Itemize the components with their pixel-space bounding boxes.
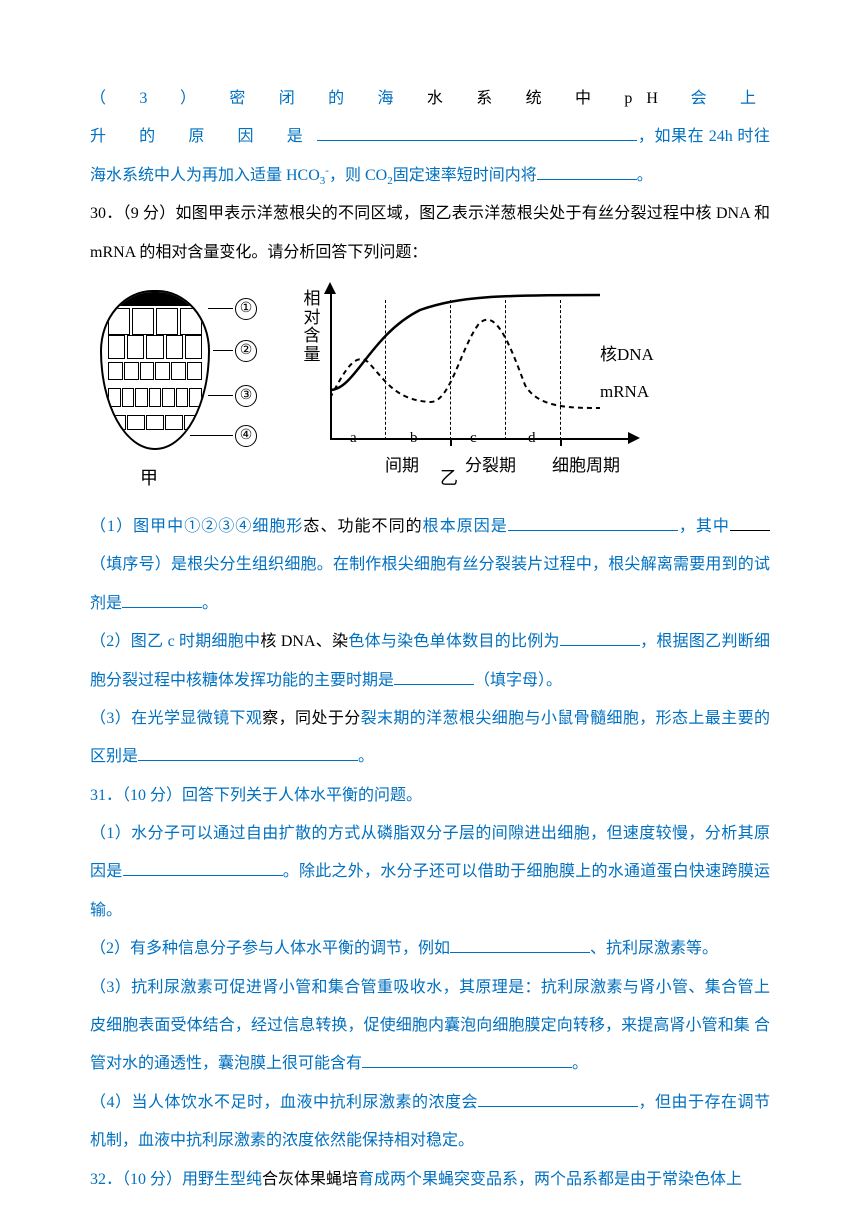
legend-mrna: mRNA: [600, 372, 649, 413]
xlab-div: 分裂期: [465, 446, 516, 487]
period-3: 。: [358, 748, 374, 765]
blank-slow-reason: [123, 860, 283, 876]
fig-a-label: 甲: [140, 457, 158, 500]
sub3: 3: [320, 175, 326, 187]
q29-part3: （ 3 ） 密 闭 的 海 水 系 统 中 pH 会 上 升 的 原 因 是，如…: [90, 80, 770, 195]
q30-p1-a: （1）图甲中①②③④细胞形: [90, 518, 303, 535]
blank-number: [730, 515, 770, 531]
q30-p2-b: 核 DNA、染: [260, 633, 348, 650]
lead-4: [190, 435, 233, 437]
q30-p1-d: ，其中: [678, 518, 730, 535]
q30-p3: （3）在光学显微镜下观察，同处于分裂末期的洋葱根尖细胞与小鼠骨髓细胞，形态上最主…: [90, 700, 770, 777]
q31-p2: （2）有多种信息分子参与人体水平衡的调节，例如 、抗利尿激素等。: [90, 930, 770, 968]
q30-p3-a: （3）在光学显微镜下观: [90, 710, 262, 727]
q31-p1: （1）水分子可以通过自由扩散的方式从磷脂双分子层的间隙进出细胞，但速度较慢，分析…: [90, 815, 770, 930]
blank-reagent: [122, 592, 202, 608]
seg-a: a: [350, 420, 357, 456]
q30-p2: （2）图乙 c 时期细胞中核 DNA、染色体与染色单体数目的比例为，根据图乙判断…: [90, 623, 770, 700]
q32-head: 32．（10 分）用野生型纯合灰体果蝇培育成两个果蝇突变品系，两个品系都是由于常…: [90, 1161, 770, 1199]
q31-p4-a: （4）当人体: [90, 1094, 181, 1111]
q32-c: 育成两个果蝇突变品系，两个品系都是由于常染色体上: [358, 1171, 742, 1188]
figure-jia: ① ② ③ ④ 甲: [90, 280, 270, 500]
dash-d: [560, 300, 561, 440]
lead-1: [208, 308, 233, 310]
figure-row: ① ② ③ ④ 甲 相对含量 a b c d 间期 分裂期 细胞周期 核DNA …: [90, 280, 770, 500]
q31-p3-a: （3）抗利尿激: [90, 979, 197, 996]
mark-3: ③: [235, 385, 257, 407]
period-4: 。: [572, 1055, 588, 1072]
q31-p1-a: （1）水分子可以通过自由扩散的方: [90, 825, 344, 842]
blank-vesicle: [362, 1052, 572, 1068]
blank-ph-reason: [317, 125, 637, 141]
blank-period: [394, 669, 474, 685]
blank-conc: [478, 1091, 638, 1107]
dash-c: [505, 300, 506, 440]
period-2: 。: [202, 595, 218, 612]
q31-head: 31．（10 分）回答下列关于人体水平衡的问题。: [90, 777, 770, 815]
q30-p2-a: （2）图乙 c 时期细胞中: [90, 633, 260, 650]
period-1: 。: [637, 167, 653, 184]
q30-p2-c: 色体与染色单体数目的比例为: [348, 633, 560, 650]
root-tip-outline: [100, 290, 210, 450]
q30-p1-c: 根本原因是: [423, 518, 508, 535]
q29-3-end: 固定速率短时间内将: [393, 167, 537, 184]
x-arrow-icon: [628, 432, 640, 444]
seg-d: d: [528, 420, 536, 456]
dash-b: [450, 300, 451, 440]
xlab-cycle: 细胞周期: [552, 446, 620, 487]
q30-p1-b: 态、功能不同的: [303, 518, 422, 535]
q32-a: 32．（10 分）用野生型纯: [90, 1171, 262, 1188]
q29-3-prefix: （ 3 ） 密 闭 的 海: [90, 90, 427, 107]
tick-1: [450, 438, 452, 446]
dash-a: [385, 300, 386, 440]
mark-4: ④: [235, 425, 257, 447]
q29-3-mid1: 水 系 统 中 pH: [427, 90, 691, 107]
q32-b: 合灰体果蝇培: [262, 1171, 358, 1188]
q30-p3-b: 察，同处于分: [262, 710, 360, 727]
root-cells: [108, 308, 202, 442]
q31-p2-a: （2）有多种信息分子参与人体水平衡的调节，例如: [90, 940, 450, 957]
q31-p4-b: 饮水不足时，血液中抗利尿激素的浓度会: [181, 1094, 478, 1111]
blank-reason: [508, 515, 678, 531]
blank-ratio: [560, 630, 640, 646]
blank-molecule: [450, 937, 590, 953]
lead-2: [213, 350, 233, 352]
mark-1: ①: [235, 298, 257, 320]
q29-3-tail: ，则 CO: [329, 167, 387, 184]
lead-3: [208, 395, 233, 397]
mark-2: ②: [235, 340, 257, 362]
q31-p4: （4）当人体饮水不足时，血液中抗利尿激素的浓度会，但由于存在调节机制，血液中抗利…: [90, 1084, 770, 1161]
q30-p1: （1）图甲中①②③④细胞形态、功能不同的根本原因是，其中（填序号）是根尖分生组织…: [90, 508, 770, 623]
tick-2: [560, 438, 562, 446]
q31-p3: （3）抗利尿激素可促进肾小管和集合管重吸收水，其原理是：抗利尿激素与肾小管、集合…: [90, 969, 770, 1084]
q31-p2-b: 、抗利尿激素等。: [590, 940, 718, 957]
q30-p2-e: （填字母）。: [474, 672, 562, 689]
fig-b-label: 乙: [440, 457, 458, 500]
figure-yi: 相对含量 a b c d 间期 分裂期 细胞周期 核DNA mRNA 乙: [300, 280, 670, 500]
xlab-inter: 间期: [385, 446, 419, 487]
chart-curves: [330, 290, 610, 440]
blank-co2-rate: [537, 164, 637, 180]
legend-dna: 核DNA: [600, 335, 654, 376]
q30-head: 30．（9 分）如图甲表示洋葱根尖的不同区域，图乙表示洋葱根尖处于有丝分裂过程中…: [90, 195, 770, 272]
y-axis-label: 相对含量: [302, 290, 322, 365]
blank-diff: [138, 745, 358, 761]
